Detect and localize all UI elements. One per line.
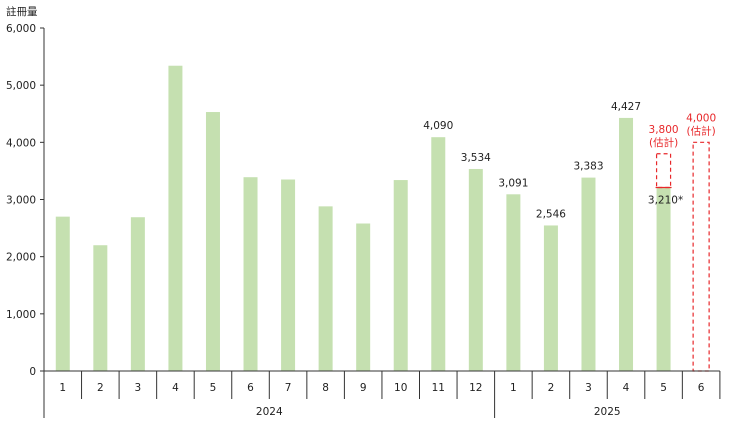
x-tick-label: 1: [59, 382, 66, 394]
bar: [130, 217, 145, 371]
y-tick-label: 6,000: [6, 23, 36, 35]
y-tick-label: 2,000: [6, 252, 36, 264]
x-tick-label: 3: [585, 382, 592, 394]
x-tick-label: 2: [97, 382, 104, 394]
data-label: 3,210*: [648, 194, 683, 206]
bar: [431, 137, 446, 371]
bar: [205, 112, 220, 371]
bar: [168, 65, 183, 371]
x-tick-label: 11: [432, 382, 445, 394]
data-label: 2,546: [536, 208, 566, 220]
bar: [468, 168, 483, 371]
data-label: 3,534: [461, 152, 491, 164]
bars-group: [55, 65, 671, 372]
y-axis-title: 註冊量: [6, 6, 38, 18]
bar: [619, 117, 634, 372]
estimate-value-label: 3,800: [649, 124, 679, 136]
y-tick-label: 4,000: [6, 137, 36, 149]
bar: [93, 245, 108, 371]
data-labels-group: 4,090 3,534 3,091 2,546 3,383 4,427 3,210*: [423, 101, 683, 221]
bar: [318, 206, 333, 371]
year-label: 2024: [256, 406, 283, 418]
y-tick-label: 5,000: [6, 80, 36, 92]
data-label: 3,091: [498, 177, 528, 189]
bar: [281, 179, 296, 371]
bar: [393, 180, 408, 371]
estimate-box: [655, 153, 672, 189]
bar: [356, 223, 371, 371]
x-tick-label: 8: [322, 382, 329, 394]
bar: [581, 177, 596, 371]
x-tick-label: 10: [394, 382, 407, 394]
y-tick-label: 0: [29, 366, 36, 378]
data-label: 3,383: [573, 161, 603, 173]
x-tick-label: 12: [469, 382, 482, 394]
x-tick-label: 6: [698, 382, 705, 394]
estimate-note-label: (估計): [687, 124, 716, 137]
estimate-value-label: 4,000: [686, 112, 716, 124]
y-tick-label: 3,000: [6, 195, 36, 207]
data-label: 4,090: [423, 120, 453, 132]
x-tick-label: 2: [548, 382, 555, 394]
data-label: 4,427: [611, 101, 641, 113]
x-tick-label: 4: [172, 382, 179, 394]
bar: [543, 225, 558, 371]
bar: [506, 194, 521, 371]
y-axis: 0 1,000 2,000 3,000 4,000 5,000 6,000: [6, 23, 45, 378]
bar: [243, 177, 258, 371]
bar: [55, 216, 70, 371]
x-tick-label: 5: [210, 382, 217, 394]
x-tick-label: 6: [247, 382, 254, 394]
x-tick-label: 9: [360, 382, 367, 394]
x-tick-label: 4: [623, 382, 630, 394]
x-tick-label: 5: [660, 382, 667, 394]
x-tick-label: 7: [285, 382, 292, 394]
year-label: 2025: [594, 406, 621, 418]
x-tick-label: 1: [510, 382, 517, 394]
x-tick-label: 3: [135, 382, 142, 394]
estimate-box: [692, 141, 710, 372]
bar: [656, 187, 671, 371]
estimate-note-label: (估計): [649, 136, 678, 149]
y-tick-label: 1,000: [6, 309, 36, 321]
